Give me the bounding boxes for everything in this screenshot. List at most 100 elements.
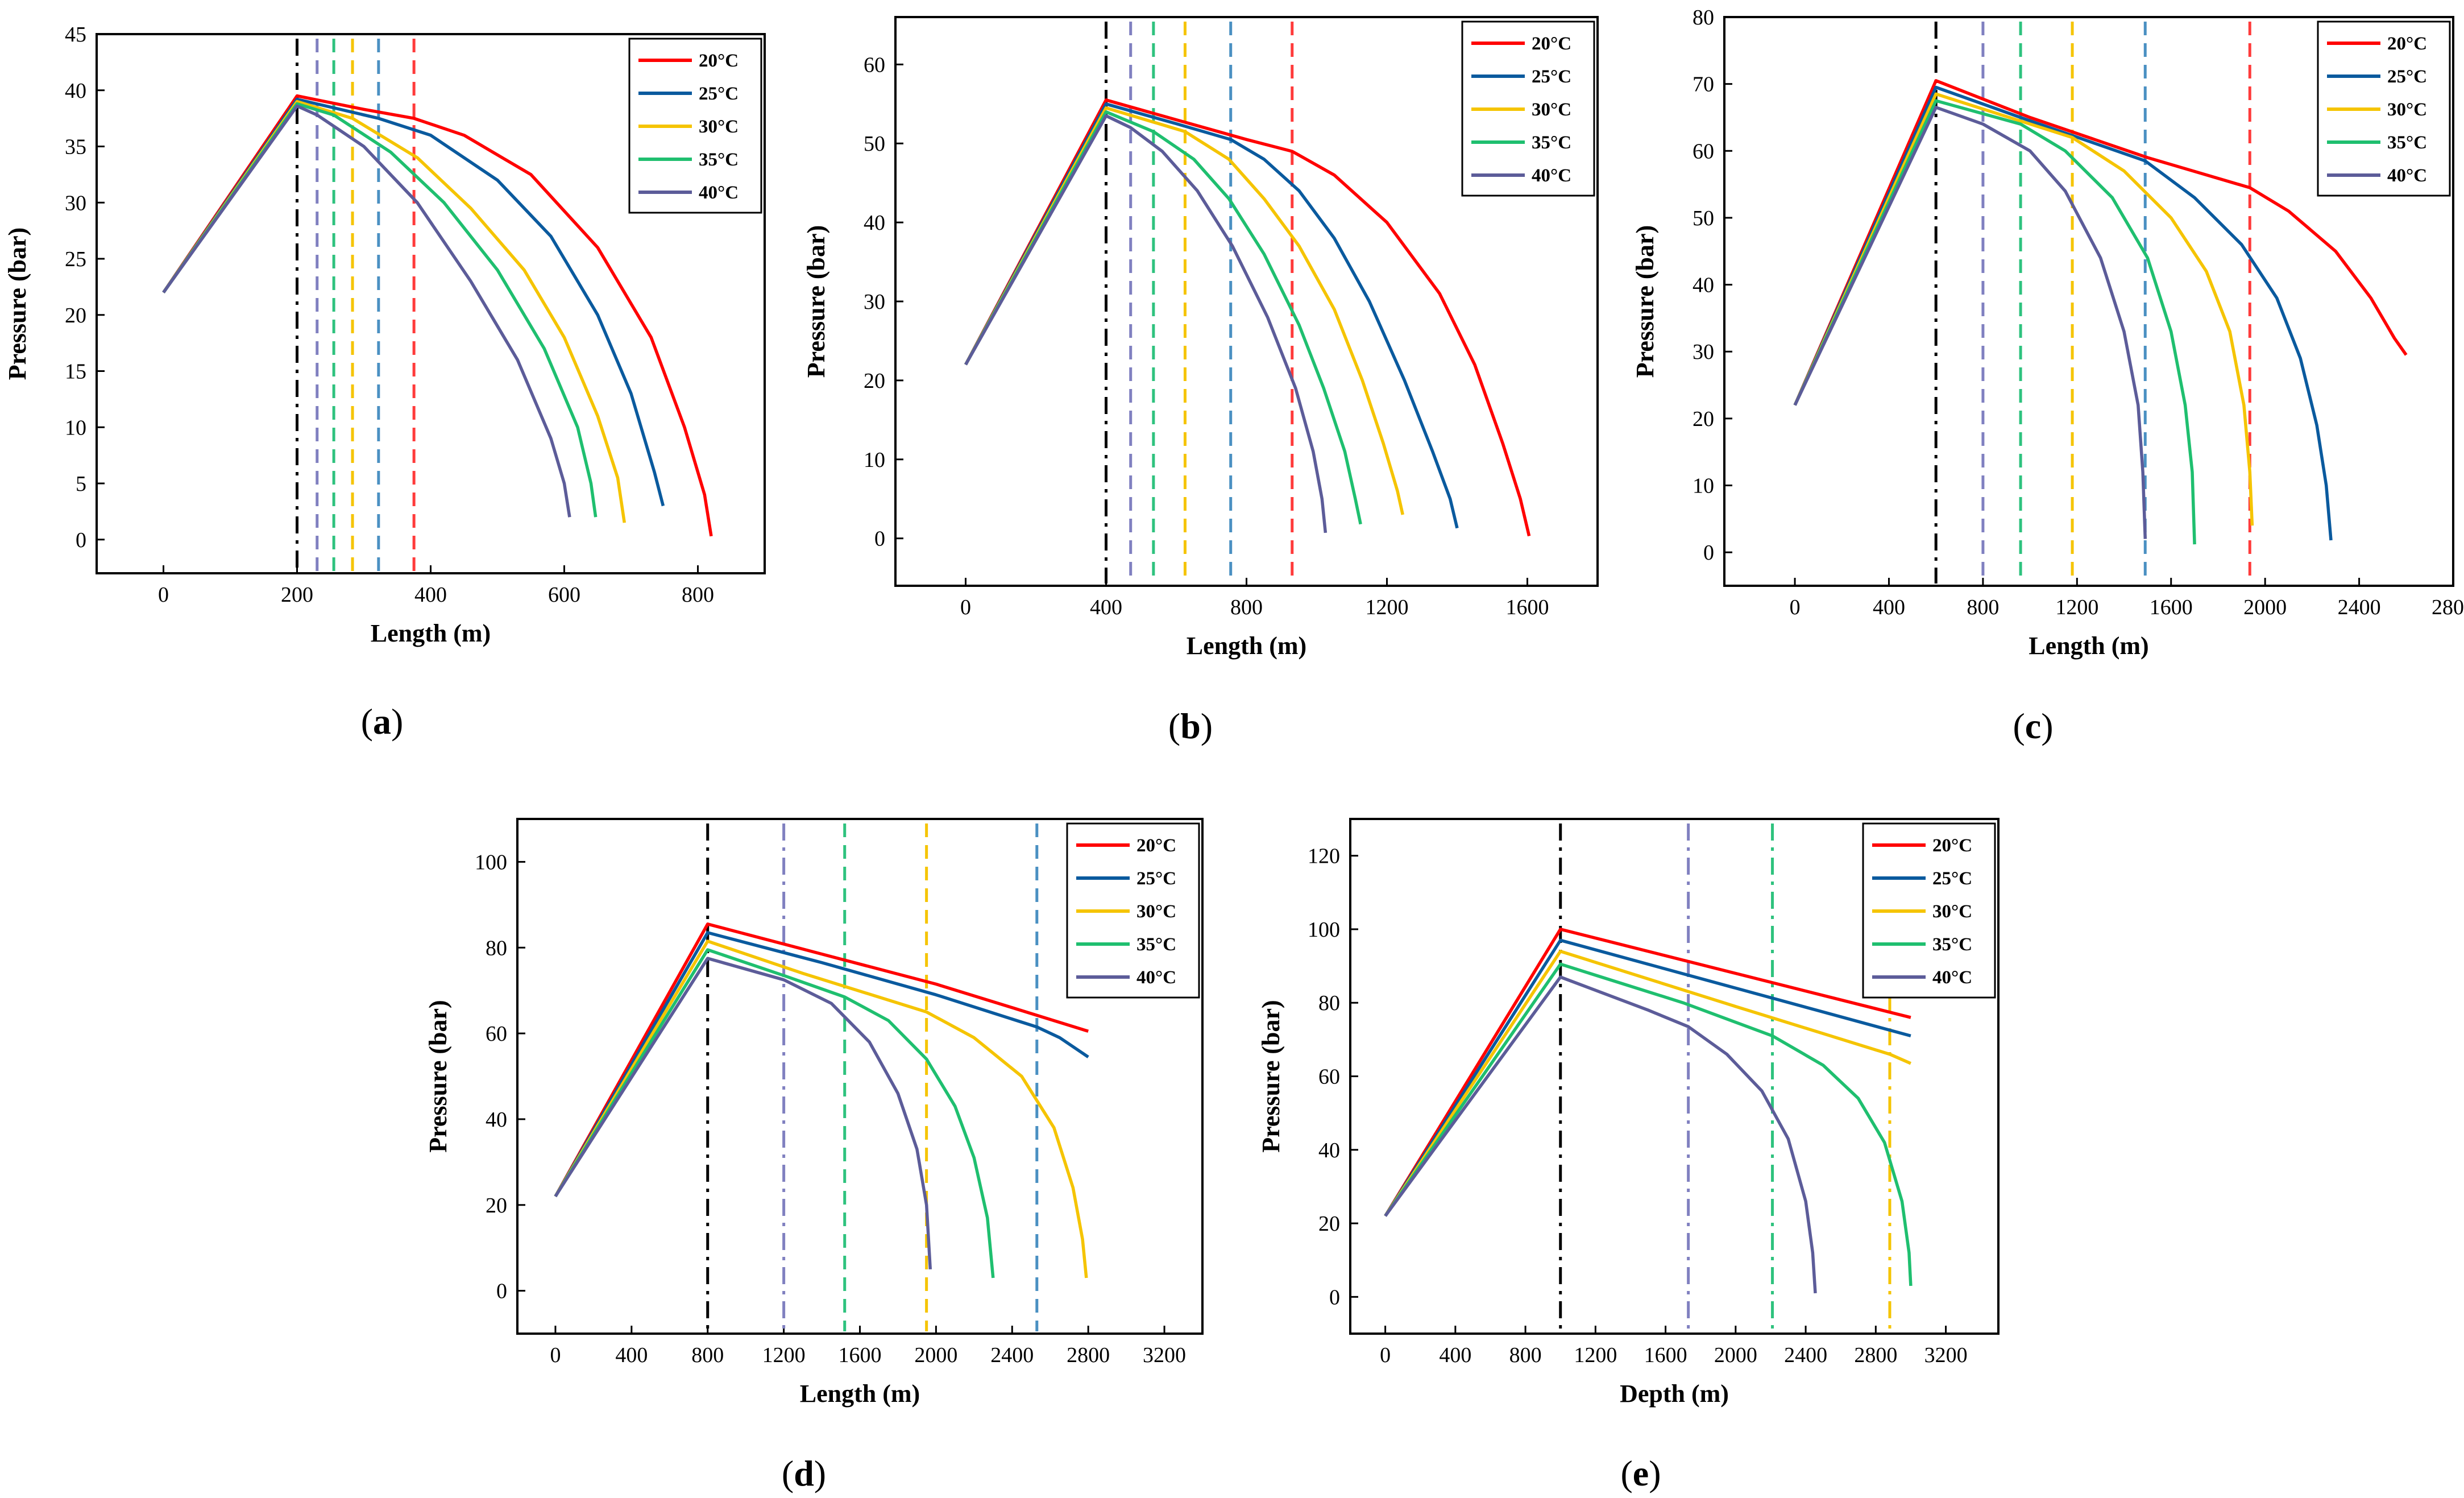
y-tick-label: 0 [496, 1280, 507, 1303]
series-line-40c [554, 957, 932, 1270]
y-tick-label: 45 [65, 23, 86, 47]
y-tick-label: 80 [1318, 991, 1340, 1015]
legend-label: 25°C [1136, 868, 1176, 889]
x-tick-label: 1200 [1574, 1343, 1617, 1367]
y-tick-label: 10 [1693, 474, 1714, 498]
x-axis-label: Length (m) [2029, 632, 2148, 660]
chart-panel-3: 0 400 800 1200 1600 2000 2400 2800 0 10 20 30 40 50 60… [1631, 6, 2464, 660]
y-tick-label: 25 [65, 247, 86, 271]
panel-label-open: ( [361, 701, 373, 742]
x-tick-label: 2800 [1067, 1343, 1110, 1367]
y-axis-label: Pressure (bar) [3, 227, 31, 380]
y-tick-label: 30 [864, 290, 885, 314]
x-tick-label: 0 [1380, 1343, 1391, 1367]
x-tick-label: 800 [1230, 595, 1263, 619]
panel-label-close: ) [1201, 706, 1213, 746]
series-line-30c [1384, 949, 1912, 1217]
legend-label: 35°C [1932, 934, 1972, 955]
y-axis-label: Pressure (bar) [424, 1000, 452, 1152]
y-tick-label: 20 [486, 1194, 507, 1218]
panel-label-close: ) [391, 701, 403, 742]
panel-label-close: ) [2041, 706, 2053, 746]
panel-label: (d) [782, 1453, 826, 1493]
chart-panel-4: 0 400 800 1200 1600 2000 2400 2800 3200 0 20 40 60 80… [424, 818, 1204, 1408]
legend-label: 40°C [1532, 165, 1571, 186]
panel-label-open: ( [1168, 706, 1180, 746]
x-tick-label: 2000 [2243, 595, 2287, 619]
y-tick-label: 60 [1318, 1065, 1340, 1089]
panel-label: (c) [2013, 706, 2053, 746]
x-tick-label: 1200 [1366, 595, 1409, 619]
legend-label: 20°C [1532, 34, 1571, 54]
legend-label: 20°C [1932, 835, 1972, 856]
legend: 20°C 25°C 30°C 35°C 40°C [628, 38, 762, 214]
series-line-20c [554, 922, 1089, 1198]
series-line-30c [554, 940, 1088, 1278]
panel-label-letter: b [1180, 706, 1201, 746]
x-tick-label: 400 [615, 1343, 648, 1367]
chart-panel-1: 0 200 400 600 800 0 5 10 15 20 25 30 35 40 45 Length (m… [3, 23, 766, 647]
x-tick-label: 2800 [2432, 595, 2464, 619]
panel-label: (e) [1620, 1453, 1661, 1493]
x-tick-label: 3200 [1143, 1343, 1186, 1367]
series-line-25c [1384, 938, 1911, 1217]
x-axis-label: Length (m) [371, 619, 491, 647]
series-line-20c [1793, 79, 2408, 406]
x-tick-label: 0 [1790, 595, 1801, 619]
legend-label: 30°C [1532, 100, 1571, 120]
panel-label-open: ( [782, 1453, 794, 1493]
legend-label: 25°C [1932, 868, 1972, 889]
series-line-40c [1384, 975, 1817, 1294]
y-tick-label: 100 [475, 850, 507, 874]
plot-frame [1723, 16, 2454, 587]
legend-label: 20°C [699, 51, 739, 71]
x-tick-label: 800 [1509, 1343, 1542, 1367]
legend-label: 35°C [699, 150, 739, 170]
x-tick-label: 2400 [1784, 1343, 1827, 1367]
legend-label: 30°C [1932, 901, 1972, 922]
x-tick-label: 0 [158, 583, 169, 607]
legend-label: 25°C [1532, 67, 1571, 87]
legend-label: 35°C [1136, 934, 1176, 955]
y-tick-label: 40 [1693, 274, 1714, 297]
series-line-25c [1793, 85, 2333, 541]
panel-label-letter: d [794, 1453, 814, 1493]
panel-label-open: ( [1620, 1453, 1632, 1493]
legend-label: 30°C [1136, 901, 1176, 922]
y-tick-label: 50 [864, 132, 885, 156]
legend-label: 40°C [699, 183, 739, 203]
y-tick-label: 40 [486, 1108, 507, 1132]
legend-label: 20°C [2387, 34, 2427, 54]
series-line-30c [1793, 92, 2254, 526]
y-tick-label: 0 [1703, 541, 1714, 565]
y-tick-label: 60 [1693, 139, 1714, 163]
y-axis-label: Pressure (bar) [1631, 225, 1659, 378]
legend: 20°C 25°C 30°C 35°C 40°C [2317, 20, 2451, 197]
legend-label: 40°C [1136, 967, 1176, 988]
y-tick-label: 40 [65, 79, 86, 103]
x-tick-label: 400 [414, 583, 447, 607]
x-tick-label: 200 [281, 583, 313, 607]
y-tick-label: 0 [76, 528, 86, 552]
y-tick-label: 80 [486, 936, 507, 960]
panel-label-letter: e [1633, 1453, 1649, 1493]
x-tick-label: 400 [1873, 595, 1905, 619]
x-tick-label: 3200 [1924, 1343, 1968, 1367]
y-tick-label: 10 [864, 448, 885, 472]
legend: 20°C 25°C 30°C 35°C 40°C [1461, 20, 1595, 197]
legend-label: 35°C [1532, 133, 1571, 153]
legend-label: 30°C [2387, 100, 2427, 120]
y-tick-label: 15 [65, 360, 86, 384]
legend-label: 20°C [1136, 835, 1176, 856]
y-tick-label: 0 [874, 527, 885, 551]
series-line-35c [1384, 962, 1913, 1286]
legend-label: 25°C [2387, 67, 2427, 87]
series-line-20c [964, 98, 1531, 537]
panel-label: (a) [361, 701, 404, 742]
legend: 20°C 25°C 30°C 35°C 40°C [1066, 822, 1200, 999]
series-line-25c [554, 931, 1089, 1198]
y-tick-label: 30 [1693, 340, 1714, 364]
legend-label: 40°C [2387, 165, 2427, 186]
x-tick-label: 1200 [2055, 595, 2098, 619]
